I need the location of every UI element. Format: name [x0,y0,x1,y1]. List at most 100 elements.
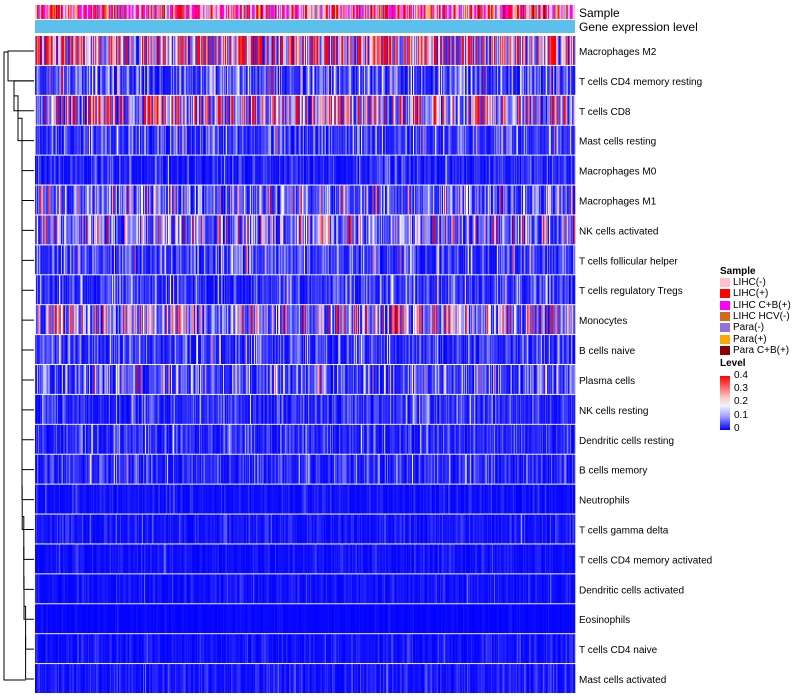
heatmap-cell [305,185,307,215]
heatmap-cell [338,95,340,125]
heatmap-cell [157,36,159,65]
heatmap-cell [209,36,211,65]
sample-cell [523,5,525,19]
heatmap-cell [487,36,490,65]
heatmap-cell [83,36,86,65]
heatmap-cell [215,185,218,215]
heatmap-cell [100,36,102,65]
heatmap-cell [256,36,258,65]
heatmap-cell [281,65,283,95]
heatmap-cell [450,185,452,215]
sample-cell [476,5,478,19]
heatmap-cell [126,185,128,215]
heatmap-cell [44,65,46,95]
heatmap-cell [429,95,431,125]
heatmap-cell [285,65,287,95]
sample-cell [284,5,286,19]
heatmap-cell [126,36,128,65]
heatmap-cell [138,36,141,65]
heatmap-cell [86,185,89,215]
sample-cell [328,5,331,19]
heatmap-cell [349,185,351,215]
heatmap-cell [424,155,426,185]
heatmap-cell [351,185,354,215]
heatmap-cell [294,95,296,125]
heatmap-cell [272,155,275,185]
heatmap-cell [389,185,391,215]
heatmap-cell [310,95,312,125]
heatmap-cell [555,125,557,155]
sample-cell [553,5,555,19]
heatmap-cell [199,36,201,65]
heatmap-cell [46,95,48,125]
heatmap-cell [132,36,134,65]
heatmap-cell [546,36,549,65]
heatmap-cell [404,125,407,155]
heatmap-cell [256,95,258,125]
heatmap-cell [569,155,572,185]
heatmap-cell [114,95,117,125]
heatmap-cell [151,36,153,65]
sample-cell [525,5,527,19]
heatmap-cell [474,65,476,95]
heatmap-cell [444,185,446,215]
heatmap-cell [319,185,321,215]
heatmap-cell [41,36,43,65]
heatmap-cell [153,65,155,95]
heatmap-cell [49,65,51,95]
heatmap-cell [388,125,390,155]
heatmap-cell [399,36,401,65]
heatmap-cell [211,125,213,155]
sample-cell [97,5,99,19]
heatmap-cell [297,36,300,65]
heatmap-cell [303,95,306,125]
heatmap-cell [220,185,223,215]
sample-cell [460,5,463,19]
sample-cell [420,5,422,19]
sample-cell [215,5,218,19]
heatmap-cell [309,185,311,215]
heatmap-cell [333,155,335,185]
heatmap-cell [320,155,322,185]
heatmap-cell [58,36,61,65]
heatmap-cell [497,65,499,95]
heatmap-cell [37,65,39,95]
heatmap-cell [40,36,42,65]
heatmap-cell [500,185,502,215]
heatmap-cell [329,65,332,95]
sample-cell [347,5,349,19]
heatmap-row [35,155,576,185]
heatmap-cell [79,95,81,125]
sample-cell [190,5,193,19]
heatmap-cell [123,185,125,215]
heatmap-cell [270,95,273,125]
heatmap-cell [150,185,152,215]
heatmap-cell [378,65,381,95]
heatmap-cell [434,155,437,185]
heatmap-cell [554,125,556,155]
heatmap-cell [128,125,130,155]
heatmap-cell [121,65,123,95]
heatmap-cell [332,65,334,95]
sample-cell [42,5,44,19]
heatmap-cell [553,65,555,95]
heatmap-cell [434,36,437,65]
heatmap-cell [101,125,103,155]
heatmap-cell [312,125,314,155]
heatmap-cell [437,125,440,155]
heatmap-cell [548,95,550,125]
heatmap-cell [351,65,354,95]
heatmap-cell [299,185,302,215]
heatmap-cell [62,185,64,215]
sample-cell [451,5,453,19]
heatmap-cell [365,185,367,215]
heatmap-cell [313,155,315,185]
heatmap-cell [138,65,141,95]
heatmap-cell [318,95,320,125]
heatmap-cell [462,36,465,65]
heatmap-cell [267,95,269,125]
heatmap-cell [273,155,276,185]
sample-cell [278,5,280,19]
heatmap-cell [41,125,43,155]
heatmap-cell [485,155,488,185]
